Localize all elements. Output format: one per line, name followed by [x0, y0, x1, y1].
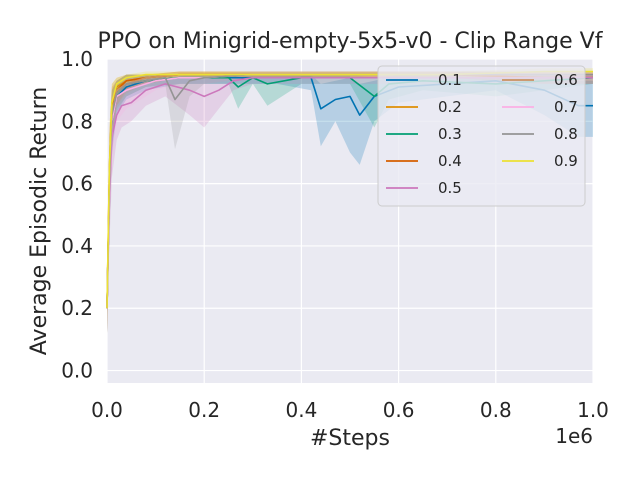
y-tick-label: 0.8 [61, 109, 93, 133]
x-tick-label: 1.0 [577, 398, 609, 422]
legend-label-0.5: 0.5 [438, 179, 462, 197]
y-tick-label: 0.4 [61, 234, 93, 258]
y-axis-label: Average Episodic Return [27, 87, 52, 355]
x-tick-label: 0.4 [285, 398, 317, 422]
y-tick-label: 0.6 [61, 172, 93, 196]
y-tick-label: 0.0 [61, 359, 93, 383]
legend-label-0.7: 0.7 [554, 98, 578, 116]
legend-label-0.4: 0.4 [438, 152, 462, 170]
legend-label-0.3: 0.3 [438, 125, 462, 143]
legend-box [377, 65, 586, 207]
y-tick-label: 0.2 [61, 296, 93, 320]
legend-label-0.6: 0.6 [554, 71, 578, 89]
legend-label-0.8: 0.8 [554, 125, 578, 143]
legend: 0.1 0.2 0.3 0.4 0.5 0.6 0.7 0.8 0.9 [377, 65, 586, 207]
band-0.5 [107, 74, 593, 334]
series-line-0.5 [106, 76, 593, 309]
x-tick-label: 0.0 [91, 398, 123, 422]
x-tick-label: 0.2 [188, 398, 220, 422]
x-offset-label: 1e6 [555, 424, 593, 448]
chart-title: PPO on Minigrid-empty-5x5-v0 - Clip Rang… [98, 29, 604, 54]
legend-label-0.1: 0.1 [438, 71, 462, 89]
x-tick-labels: 0.0 0.2 0.4 0.6 0.8 1.0 [91, 398, 609, 422]
legend-label-0.9: 0.9 [554, 152, 578, 170]
legend-label-0.2: 0.2 [438, 98, 462, 116]
x-axis-label: #Steps [310, 426, 390, 451]
x-tick-label: 0.8 [480, 398, 512, 422]
y-tick-label: 1.0 [61, 47, 93, 71]
y-tick-labels: 0.0 0.2 0.4 0.6 0.8 1.0 [61, 47, 93, 383]
x-tick-label: 0.6 [383, 398, 415, 422]
